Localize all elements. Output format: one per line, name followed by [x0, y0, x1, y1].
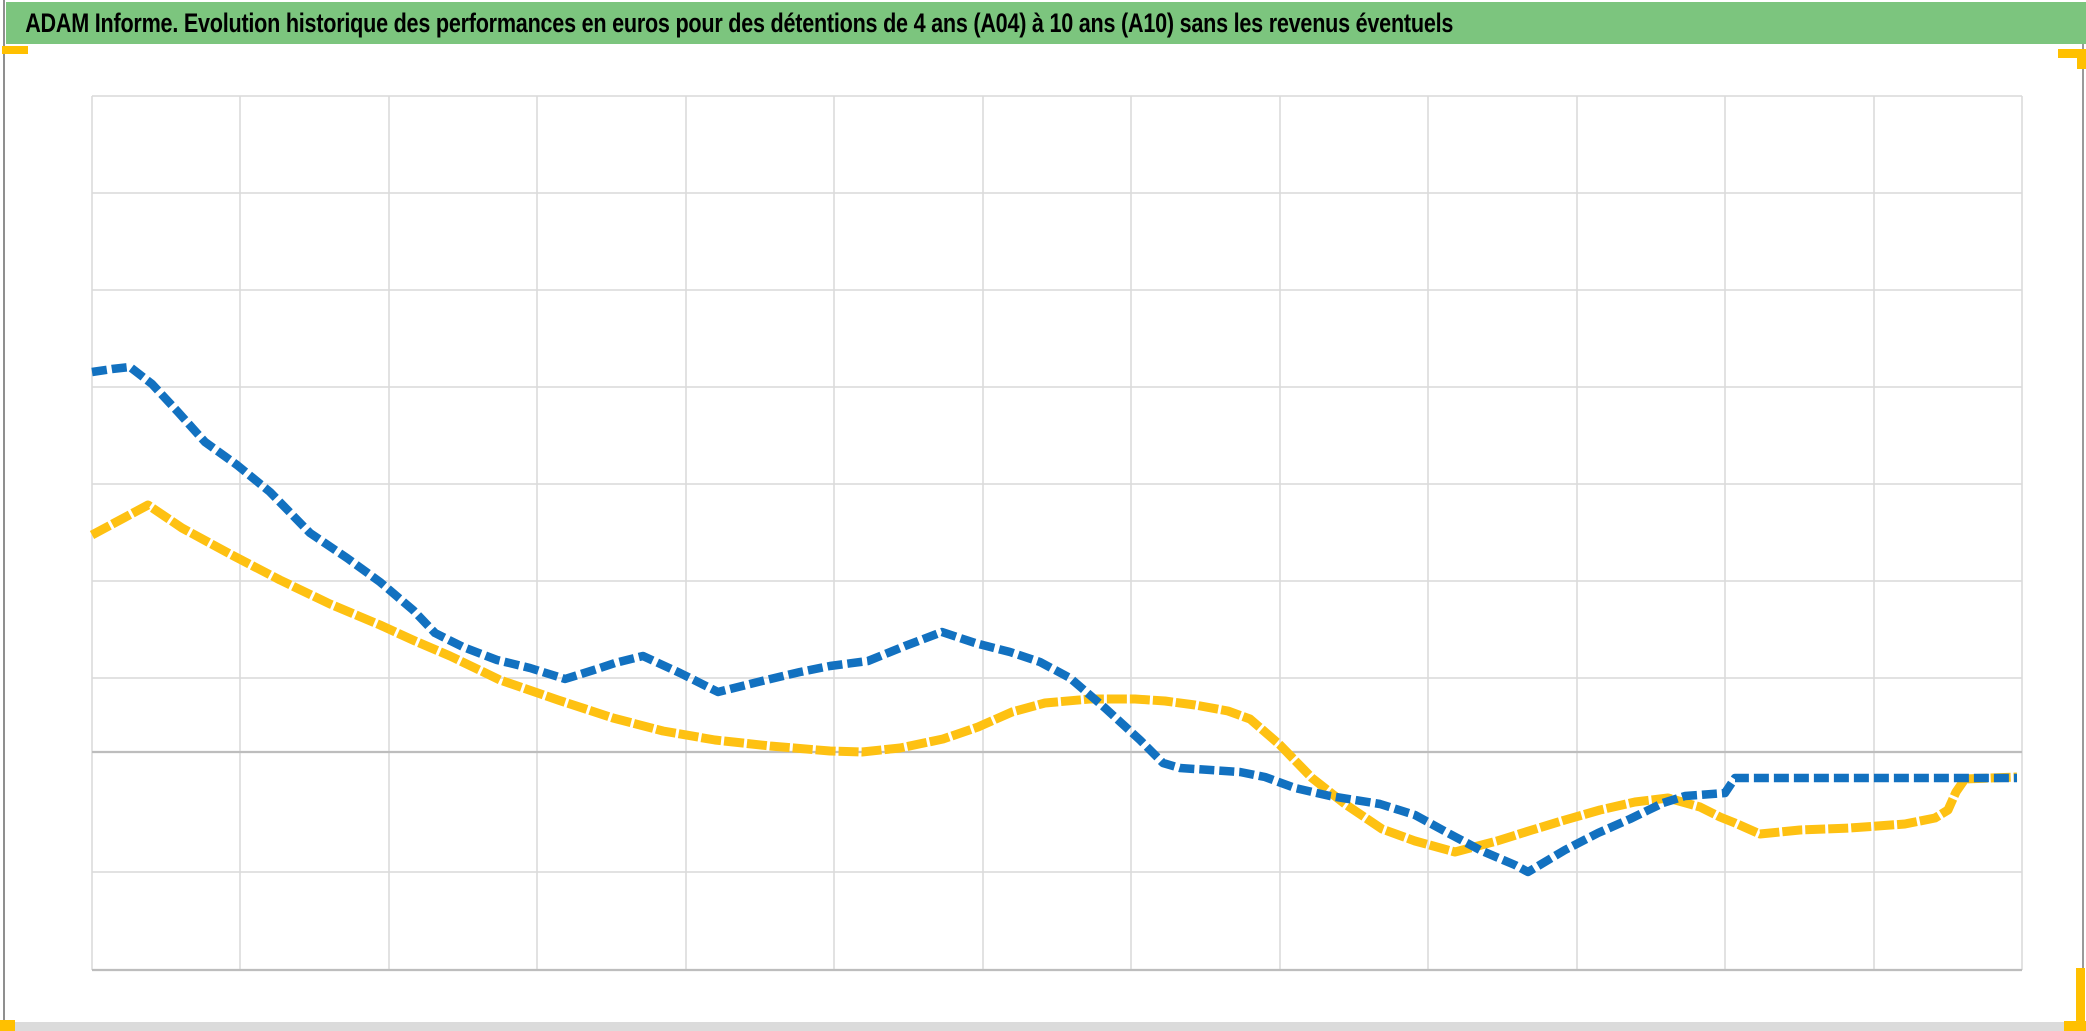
window-border-left: [3, 0, 5, 1031]
selection-handle-top-left[interactable]: [2, 46, 28, 54]
series-yellow: [89, 500, 2018, 857]
window-border-right: [2082, 44, 2084, 1031]
series-blue: [91, 362, 2017, 877]
selection-handle-top-right-vertical[interactable]: [2077, 49, 2086, 69]
selection-handle-bottom-right-foot[interactable]: [2064, 1021, 2086, 1031]
selection-handle-bottom-left[interactable]: [0, 1020, 15, 1031]
chart-title: ADAM Informe. Evolution historique des p…: [25, 7, 1454, 38]
selection-handle-top-right-horizontal[interactable]: [2058, 49, 2086, 58]
chart-title-bar: ADAM Informe. Evolution historique des p…: [6, 2, 2086, 44]
window-bottom-bar: [0, 1022, 2086, 1031]
selection-handle-bottom-right-vertical[interactable]: [2076, 968, 2085, 1031]
chart-object[interactable]: [6, 44, 2082, 1022]
